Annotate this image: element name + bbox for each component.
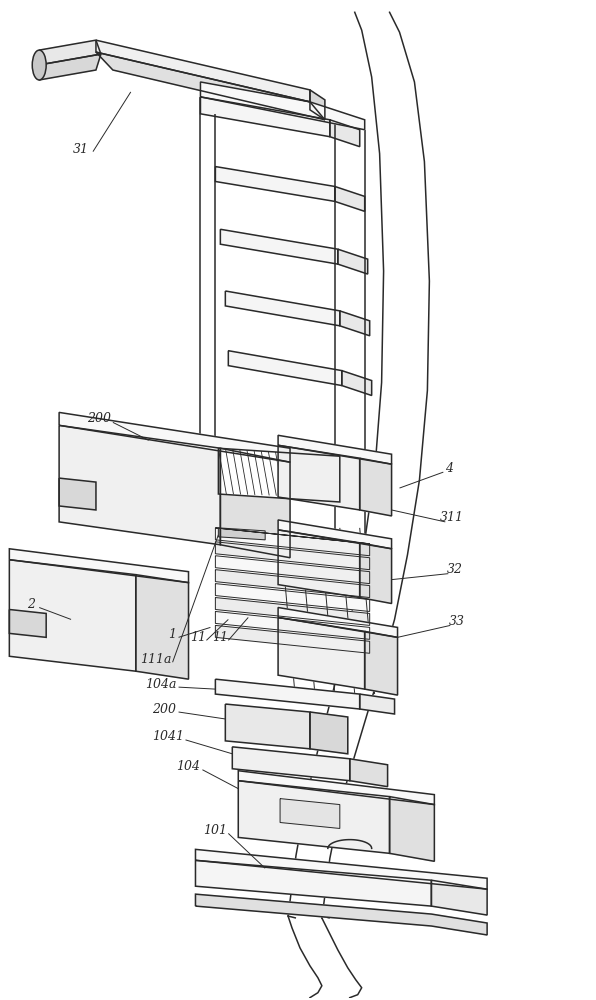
Polygon shape: [278, 445, 360, 510]
Polygon shape: [310, 712, 348, 754]
Polygon shape: [278, 435, 392, 464]
Polygon shape: [330, 120, 360, 147]
Polygon shape: [215, 679, 360, 709]
Polygon shape: [59, 478, 96, 510]
Polygon shape: [342, 371, 372, 395]
Polygon shape: [215, 570, 370, 598]
Polygon shape: [195, 849, 487, 889]
Polygon shape: [195, 894, 487, 935]
Polygon shape: [10, 549, 188, 583]
Polygon shape: [238, 781, 390, 853]
Text: 311: 311: [440, 511, 464, 524]
Polygon shape: [278, 607, 398, 637]
Polygon shape: [238, 771, 434, 805]
Text: 11: 11: [212, 631, 228, 644]
Polygon shape: [340, 311, 370, 336]
Polygon shape: [10, 560, 136, 671]
Polygon shape: [365, 631, 398, 695]
Polygon shape: [221, 229, 338, 264]
Polygon shape: [278, 530, 360, 598]
Text: 1: 1: [169, 628, 176, 641]
Polygon shape: [215, 556, 370, 584]
Polygon shape: [221, 448, 290, 558]
Polygon shape: [215, 598, 370, 625]
Text: 101: 101: [203, 824, 228, 837]
Polygon shape: [10, 609, 46, 637]
Polygon shape: [96, 52, 325, 120]
Polygon shape: [225, 291, 340, 326]
Polygon shape: [360, 458, 392, 516]
Polygon shape: [360, 543, 392, 604]
Text: 4: 4: [445, 462, 454, 475]
Polygon shape: [39, 54, 101, 80]
Polygon shape: [215, 611, 370, 639]
Polygon shape: [232, 747, 350, 781]
Text: 11: 11: [191, 631, 206, 644]
Polygon shape: [338, 249, 368, 274]
Polygon shape: [218, 448, 340, 502]
Polygon shape: [228, 351, 342, 386]
Polygon shape: [278, 617, 365, 689]
Ellipse shape: [32, 50, 46, 80]
Polygon shape: [215, 542, 370, 570]
Polygon shape: [360, 694, 395, 714]
Polygon shape: [215, 584, 370, 611]
Polygon shape: [59, 412, 290, 462]
Polygon shape: [225, 704, 310, 749]
Polygon shape: [96, 40, 310, 102]
Polygon shape: [215, 167, 335, 201]
Polygon shape: [335, 186, 365, 211]
Polygon shape: [310, 90, 325, 120]
Polygon shape: [280, 799, 340, 828]
Text: 31: 31: [73, 143, 89, 156]
Text: 33: 33: [449, 615, 465, 628]
Text: 111a: 111a: [140, 653, 172, 666]
Text: 200: 200: [151, 703, 176, 716]
Polygon shape: [432, 880, 487, 915]
Text: 104: 104: [176, 760, 200, 773]
Polygon shape: [136, 575, 188, 679]
Text: 104a: 104a: [145, 678, 176, 691]
Polygon shape: [200, 82, 365, 130]
Polygon shape: [218, 528, 265, 540]
Polygon shape: [278, 520, 392, 549]
Polygon shape: [390, 797, 434, 861]
Text: 200: 200: [87, 412, 111, 425]
Polygon shape: [350, 759, 387, 787]
Text: 1041: 1041: [153, 730, 185, 743]
Polygon shape: [59, 425, 221, 545]
Polygon shape: [215, 625, 370, 653]
Text: 2: 2: [27, 598, 35, 611]
Polygon shape: [39, 40, 101, 64]
Polygon shape: [215, 528, 370, 556]
Text: 32: 32: [447, 563, 463, 576]
Polygon shape: [195, 860, 432, 906]
Polygon shape: [200, 97, 330, 137]
